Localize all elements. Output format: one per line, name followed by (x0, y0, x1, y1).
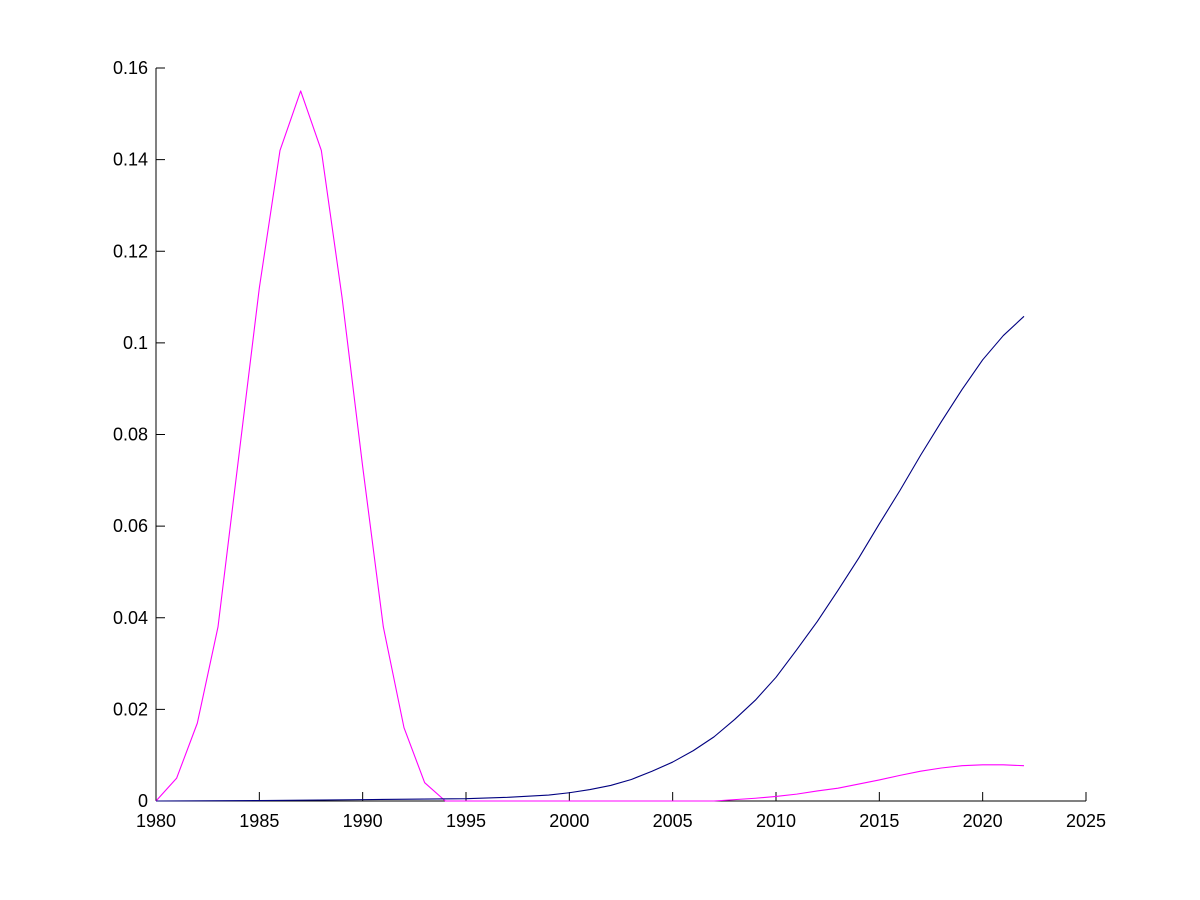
x-tick-label: 2010 (756, 811, 796, 831)
y-tick-label: 0.16 (113, 58, 148, 78)
series-lines (155, 90, 1025, 802)
y-tick-label: 0 (138, 791, 148, 811)
y-tick-label: 0.12 (113, 241, 148, 261)
x-tick-label: 1985 (239, 811, 279, 831)
series-line-2 (155, 315, 1025, 802)
series-line-1 (155, 90, 1025, 802)
x-tick-label: 2015 (859, 811, 899, 831)
y-tick-label: 0.02 (113, 699, 148, 719)
y-tick-label: 0.1 (123, 333, 148, 353)
x-tick-label: 2000 (549, 811, 589, 831)
x-tick-label: 1990 (343, 811, 383, 831)
y-tick-label: 0.06 (113, 516, 148, 536)
y-tick-label: 0.14 (113, 150, 148, 170)
y-tick-label: 0.04 (113, 608, 148, 628)
axes (155, 67, 1087, 802)
x-tick-label: 2005 (653, 811, 693, 831)
x-tick-label: 2025 (1066, 811, 1106, 831)
y-tick-label: 0.08 (113, 425, 148, 445)
x-tick-label: 1980 (136, 811, 176, 831)
tick-labels: 1980 1985 1990 1995 2000 2005 2010 2015 2020 2025… (113, 58, 1106, 831)
x-tick-label: 2020 (963, 811, 1003, 831)
x-tick-label: 1995 (446, 811, 486, 831)
